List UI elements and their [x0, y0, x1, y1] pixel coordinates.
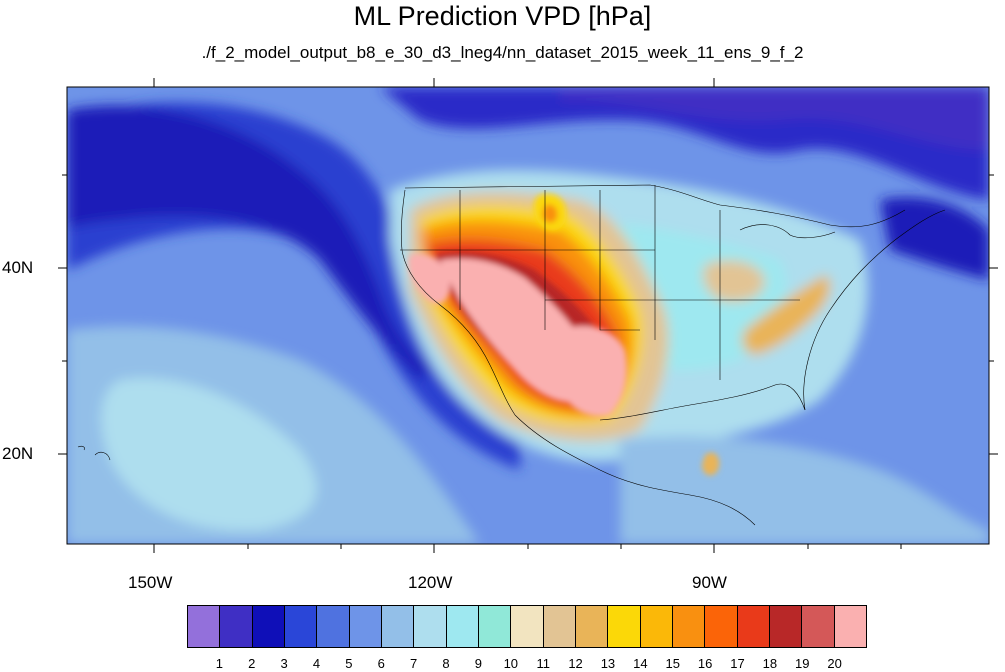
lat-label-40n: 40N [2, 258, 34, 277]
us-west-coast [400, 189, 516, 416]
field-ohio-tan [703, 260, 765, 302]
colorbar-label: 10 [503, 656, 519, 671]
colorbar-box-14 [640, 606, 673, 647]
colorbar-label: 17 [730, 656, 745, 671]
colorbar-box-18 [769, 606, 803, 647]
field-pacific-pale [101, 378, 317, 531]
field-orange-montana [542, 204, 558, 223]
field-appalachian [742, 275, 831, 355]
colorbar-label: 16 [697, 656, 713, 671]
colorbar-box-20 [834, 606, 866, 647]
colorbar-label: 19 [795, 656, 810, 671]
colorbar-box-1 [220, 606, 253, 647]
colorbar-box-8 [446, 606, 479, 647]
field-pink-california [408, 253, 451, 304]
colorbar-box-7 [414, 606, 447, 647]
colorbar-label: 14 [633, 656, 648, 671]
colorbar-box-17 [737, 606, 770, 647]
field-pink-texas [554, 326, 627, 417]
field-mexico-spot [702, 452, 720, 476]
colorbar-label: 4 [312, 656, 321, 671]
state-line-3 [599, 190, 640, 331]
lon-label-150w: 150W [128, 573, 173, 592]
colorbar-box-19 [802, 606, 835, 647]
colorbar-label: 8 [442, 656, 450, 671]
colorbar-box-13 [608, 606, 641, 647]
colorbar-box-5 [349, 606, 382, 647]
colorbar-box-15 [672, 606, 706, 647]
colorbar-box-4 [317, 606, 350, 647]
colorbar-box-12 [575, 606, 609, 647]
colorbar-box-2 [252, 606, 285, 647]
colorbar-label: 5 [345, 656, 353, 671]
field-northeast-purple [560, 87, 989, 150]
colorbar-box-3 [284, 606, 318, 647]
colorbar-box-9 [478, 606, 512, 647]
hawaii [77, 445, 111, 461]
map-field [67, 87, 989, 544]
field-pink-core [440, 258, 590, 403]
lat-label-20n: 20N [2, 444, 34, 463]
map-boundaries [77, 184, 946, 526]
colorbar-box-0 [188, 606, 221, 647]
map-subtitle: ./f_2_model_output_b8_e_30_d3_lneg4/nn_d… [201, 43, 804, 62]
colorbar-label: 15 [665, 656, 680, 671]
colorbar-label: 6 [377, 656, 385, 671]
colorbar-label: 1 [215, 656, 223, 671]
colorbar-label: 18 [762, 656, 778, 671]
map-title: ML Prediction VPD [hPa] [353, 1, 652, 31]
field-ocean-band-deep [67, 105, 430, 380]
colorbar-box-11 [543, 606, 576, 647]
colorbar-box-6 [381, 606, 415, 647]
colorbar-label: 13 [600, 656, 616, 671]
lon-label-120w: 120W [408, 573, 453, 592]
field-atlantic-deep [880, 197, 989, 280]
colorbar-label: 11 [536, 656, 550, 671]
colorbar-label: 9 [474, 656, 483, 671]
colorbar-label: 7 [410, 656, 418, 671]
east-coast [803, 209, 946, 411]
colorbar-box-10 [511, 606, 544, 647]
great-lakes [739, 224, 836, 239]
axis-ticks [58, 78, 998, 553]
colorbar-label: 12 [568, 656, 583, 671]
colorbar [187, 605, 867, 648]
colorbar-label: 3 [280, 656, 288, 671]
colorbar-label: 20 [827, 656, 842, 671]
colorbar-label: 2 [248, 656, 256, 671]
gulf-coast [599, 383, 806, 421]
mexico-coast [514, 414, 756, 526]
us-canada-border [404, 184, 906, 228]
lon-label-90w: 90W [692, 573, 727, 592]
colorbar-box-16 [705, 606, 738, 647]
